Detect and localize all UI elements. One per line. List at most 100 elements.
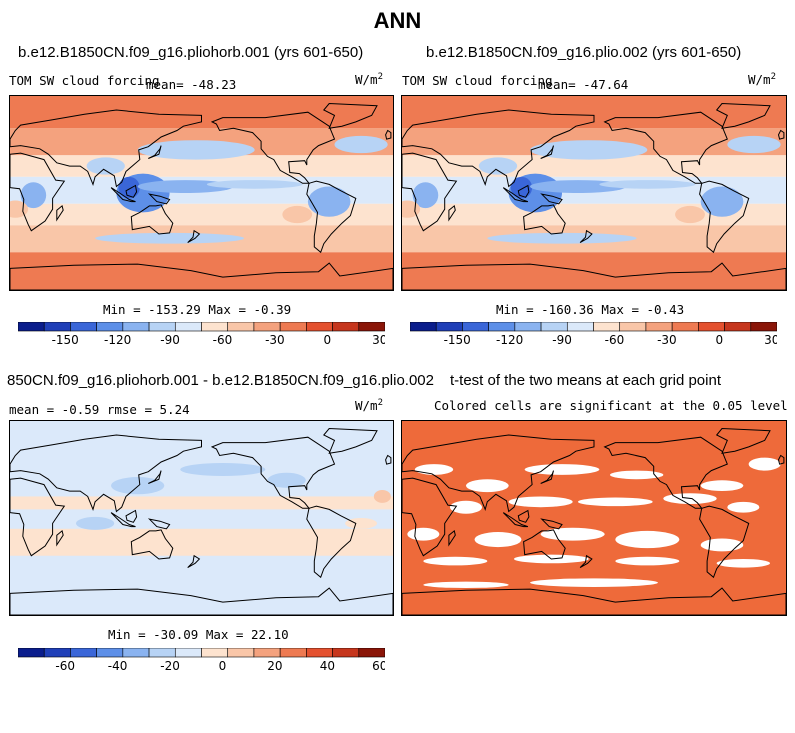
ttest-insignificant-area [466,479,509,493]
diff-band-south-subtrop [10,528,393,556]
coastline [187,229,201,244]
ttest-insignificant-area [474,532,522,548]
colorbar-swatch [253,321,281,332]
panel2-title: b.e12.B1850CN.f09_g16.plio.002 (yrs 601-… [426,44,742,61]
coastline [110,187,136,203]
colorbar-swatch [332,647,360,658]
forcing-north-pacific [137,140,255,160]
panel4-title: t-test of the two means at each grid poi… [450,372,721,389]
forcing-congo [20,182,47,209]
forcing-north-atlantic [727,135,781,154]
coastline [110,512,136,528]
colorbar-swatch [514,321,542,332]
coastline [210,111,336,184]
panel1-map [9,95,394,291]
colorbar-swatch [306,647,333,658]
colorbar-tick-label: 0 [219,659,227,673]
colorbar-tick-label: 0 [716,333,724,347]
colorbar-tick-label: -60 [605,333,625,347]
coastline [517,184,530,198]
coastline [603,436,728,509]
coastline [56,205,64,222]
coastline [699,505,750,579]
ttest-insignificant-area [610,470,664,480]
colorbar-swatch [462,321,489,332]
coastline [517,509,530,523]
forcing-se-pacific [675,205,705,224]
ttest-insignificant-area [748,457,781,471]
coastline [10,434,202,513]
colorbar-swatch [645,321,673,332]
colorbar-swatch [435,321,463,332]
coastline [323,102,378,129]
colorbar-swatch [566,321,594,332]
colorbar-swatch [122,321,150,332]
panel2-stats: Min = -160.36 Max = -0.43 [496,302,685,317]
ttest-insignificant-area [450,500,482,514]
panel4-map [401,420,787,616]
coastline [10,109,202,188]
colorbar-swatch [70,647,97,658]
colorbar-swatch [174,321,202,332]
colorbar-swatch [201,321,229,332]
colorbar-tick-label: 30 [372,333,385,347]
ttest-insignificant-area [508,496,573,508]
coastline [10,152,66,232]
ttest-insignificant-area [578,497,653,507]
colorbar-swatch [148,321,176,332]
coastline [130,529,174,560]
colorbar-swatch [227,321,255,332]
colorbar-swatch [17,321,45,332]
figure-title: ANN [373,8,422,33]
diff-background [10,421,393,615]
coastline [10,587,393,615]
ttest-insignificant-area [716,558,770,568]
panel3-stats: Min = -30.09 Max = 22.10 [108,627,289,642]
coastline [10,477,66,557]
coastline [130,204,174,235]
coastline [385,129,392,140]
colorbar-tick-label: -120 [496,333,523,347]
panel3-colorbar: -60 -40 -20 0 20 40 60 [17,647,387,676]
colorbar-swatch [279,647,307,658]
forcing-band-arctic [10,96,393,129]
coastline [148,145,162,159]
colorbar-tick-label: 30 [764,333,777,347]
colorbar-swatch [70,321,97,332]
forcing-se-pacific [282,205,313,224]
panel2-variable: TOM SW cloud forcing [402,73,553,88]
coastline [306,180,357,254]
colorbar-tick-label: -20 [160,659,180,673]
diff-band-north-tropics [10,496,393,510]
coastline [10,262,393,290]
diff-atlantic-tropics [345,518,378,529]
coastline [402,109,595,188]
coastline [187,554,201,569]
coastline [523,529,566,560]
coastline [502,187,529,203]
forcing-maritime-core [118,176,140,199]
colorbar-swatch [540,321,568,332]
colorbar-swatch [332,321,360,332]
ttest-insignificant-area [615,556,680,566]
forcing-amazon [307,186,351,217]
coastline [579,554,593,569]
forcing-congo [412,182,439,209]
forcing-asia-monsoon [478,157,518,175]
ttest-insignificant-area [530,578,658,587]
coastline [323,427,378,454]
coastline [125,509,138,523]
colorbar-tick-label: -120 [104,333,131,347]
colorbar-swatch [306,321,333,332]
coastline [402,477,458,557]
forcing-itcz-east [599,180,696,189]
panel3-map [9,420,394,616]
colorbar-swatch [96,321,124,332]
colorbar-tick-label: -90 [552,333,572,347]
coastline [147,193,171,205]
ttest-insignificant-area [423,581,509,589]
diff-indian-ocean [75,516,115,530]
colorbar-tick-label: 40 [320,659,335,673]
colorbar-swatch [619,321,647,332]
colorbar-swatch [593,321,621,332]
